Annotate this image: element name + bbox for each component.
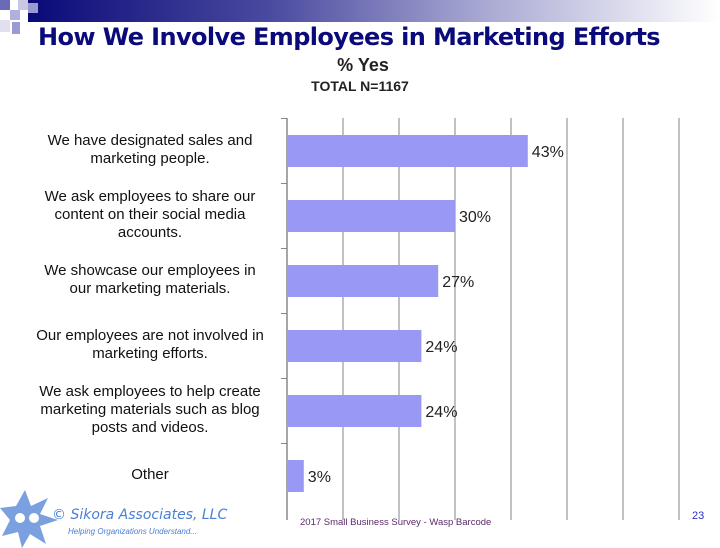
- category-label-line: Other: [131, 466, 169, 483]
- data-label: 30%: [459, 209, 491, 226]
- bar: [287, 330, 422, 362]
- decor-square: [10, 10, 20, 20]
- category-label-line: posts and videos.: [91, 419, 209, 436]
- decor-square: [0, 20, 10, 32]
- category-label: We have designated sales and marketing pe…: [20, 132, 280, 168]
- data-label: 24%: [425, 339, 457, 356]
- bar: [287, 460, 304, 492]
- logo-company-name: © Sikora Associates, LLC: [52, 507, 228, 523]
- chart-title: % Yes: [337, 55, 389, 75]
- page-number: 23: [692, 510, 705, 522]
- category-label-line: Our employees are not involved in: [36, 327, 264, 344]
- slide-title: How We Involve Employees in Marketing Ef…: [38, 23, 661, 51]
- header-gradient-band: [28, 0, 720, 22]
- category-label: We ask employees to share our content on …: [20, 188, 280, 242]
- category-label: We ask employees to help create marketing…: [20, 383, 280, 437]
- footer-source: 2017 Small Business Survey - Wasp Barcod…: [300, 517, 492, 528]
- category-label-line: content on their social media: [54, 206, 246, 223]
- category-label-line: marketing people.: [90, 150, 210, 167]
- category-label-line: accounts.: [117, 224, 183, 241]
- category-label: Other: [20, 466, 280, 484]
- category-label-line: We ask employees to share our: [44, 188, 256, 205]
- category-label-line: our marketing materials.: [69, 280, 231, 297]
- data-label: 43%: [532, 144, 564, 161]
- category-label-line: marketing materials such as blog: [40, 401, 260, 418]
- category-label-line: We showcase our employees in: [44, 262, 256, 279]
- data-label: 27%: [442, 274, 474, 291]
- chart-subtitle: TOTAL N=1167: [311, 78, 409, 94]
- data-label: 24%: [425, 404, 457, 421]
- logo-tagline: Helping Organizations Understand...: [68, 527, 197, 536]
- bar: [287, 265, 439, 297]
- bar: [287, 200, 455, 232]
- category-label-line: marketing efforts.: [92, 345, 208, 362]
- bar: [287, 395, 422, 427]
- decor-square: [0, 0, 10, 10]
- category-label-line: We ask employees to help create: [39, 383, 261, 400]
- decor-square: [18, 0, 28, 10]
- decor-square: [12, 22, 20, 34]
- decor-square: [28, 3, 38, 13]
- bar: [287, 135, 528, 167]
- logo-star-icon: [0, 490, 58, 548]
- category-label-line: We have designated sales and: [47, 132, 253, 149]
- category-label: We showcase our employees in our marketin…: [20, 262, 280, 298]
- category-label: Our employees are not involved in marketi…: [20, 327, 280, 363]
- data-label: 3%: [308, 469, 331, 486]
